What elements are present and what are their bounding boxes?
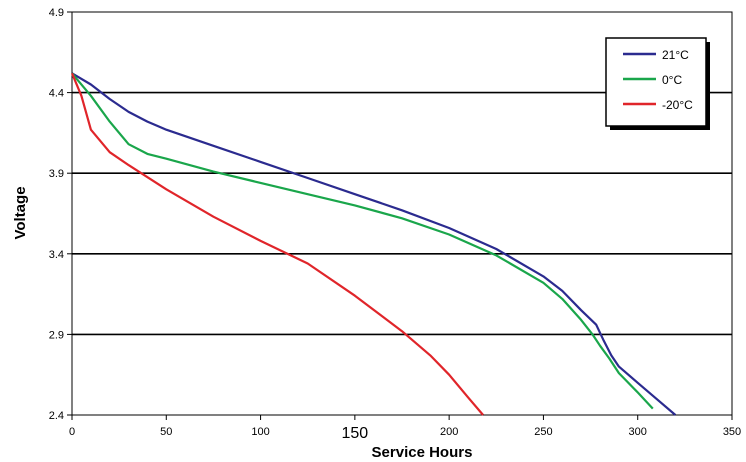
y-tick-label: 3.4 xyxy=(49,249,64,261)
y-axis-title: Voltage xyxy=(12,186,29,239)
series-line-1 xyxy=(71,72,654,410)
legend: 21°C 0°C -20°C xyxy=(605,37,710,130)
x-tick-label: 100 xyxy=(251,426,269,438)
y-tick-label: 4.9 xyxy=(49,7,64,19)
x-tick-label: 250 xyxy=(534,426,552,438)
series-line-0 xyxy=(71,72,677,416)
legend-label-1: 0°C xyxy=(662,73,682,87)
x-tick-label: 0 xyxy=(69,426,75,438)
x-axis-title: Service Hours xyxy=(372,444,473,461)
x-tick-label: 200 xyxy=(440,426,458,438)
plot-area-frame xyxy=(71,11,733,416)
x-tick-label: 350 xyxy=(723,426,741,438)
x-tick-labels: 0 50 100 150 200 250 300 350 xyxy=(69,415,741,442)
y-tick-label: 3.9 xyxy=(49,168,64,180)
legend-label-0: 21°C xyxy=(662,48,689,62)
y-tick-labels: 2.4 2.9 3.4 3.9 4.4 4.9 xyxy=(49,7,72,422)
y-tick-label: 4.4 xyxy=(49,88,64,100)
x-tick-label: 50 xyxy=(160,426,172,438)
series-lines xyxy=(70,72,677,416)
x-tick-label: 300 xyxy=(629,426,647,438)
legend-label-2: -20°C xyxy=(662,98,693,112)
x-tick-label: 150 xyxy=(342,425,369,442)
y-tick-label: 2.9 xyxy=(49,329,64,341)
series-line-2 xyxy=(70,72,484,416)
y-tick-label: 2.4 xyxy=(49,410,64,422)
legend-box xyxy=(605,37,707,127)
